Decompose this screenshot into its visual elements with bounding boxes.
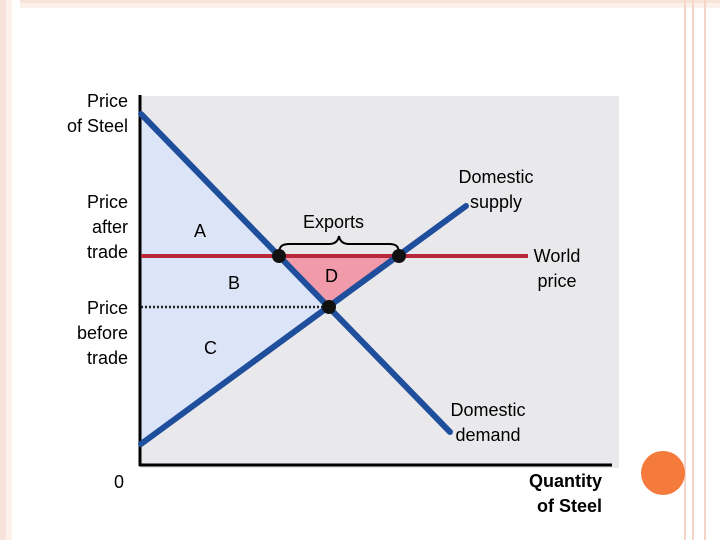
domestic-demand-curve: [138, 111, 453, 435]
price-before-trade-label: Price before trade: [76, 298, 128, 368]
area-b-label: B: [228, 273, 241, 293]
consumer-surplus-region: [141, 114, 329, 444]
slide-border-left: [0, 0, 20, 540]
exports-label: Exports: [303, 212, 365, 232]
origin-label: 0: [114, 472, 125, 492]
x-axis-label: Quantity of Steel: [528, 471, 602, 516]
slide-border-top: [0, 0, 720, 22]
area-d-label: D: [325, 266, 338, 286]
area-d-triangle: [279, 256, 399, 307]
slide-border-right: [680, 0, 720, 540]
demand-world-price-point: [272, 249, 286, 263]
exports-brace: [278, 235, 400, 255]
domestic-supply-curve: [138, 203, 469, 447]
equilibrium-point: [322, 300, 336, 314]
y-axis-label: Price of Steel: [66, 91, 128, 136]
domestic-supply-label: Domestic supply: [458, 167, 534, 212]
price-after-trade-label: Price after trade: [86, 192, 128, 262]
world-price-label: World price: [533, 246, 581, 291]
domestic-demand-label: Domestic demand: [450, 400, 526, 445]
area-a-label: A: [194, 221, 207, 241]
supply-world-price-point: [392, 249, 406, 263]
area-c-label: C: [204, 338, 217, 358]
decorative-orange-circle: [641, 451, 685, 495]
